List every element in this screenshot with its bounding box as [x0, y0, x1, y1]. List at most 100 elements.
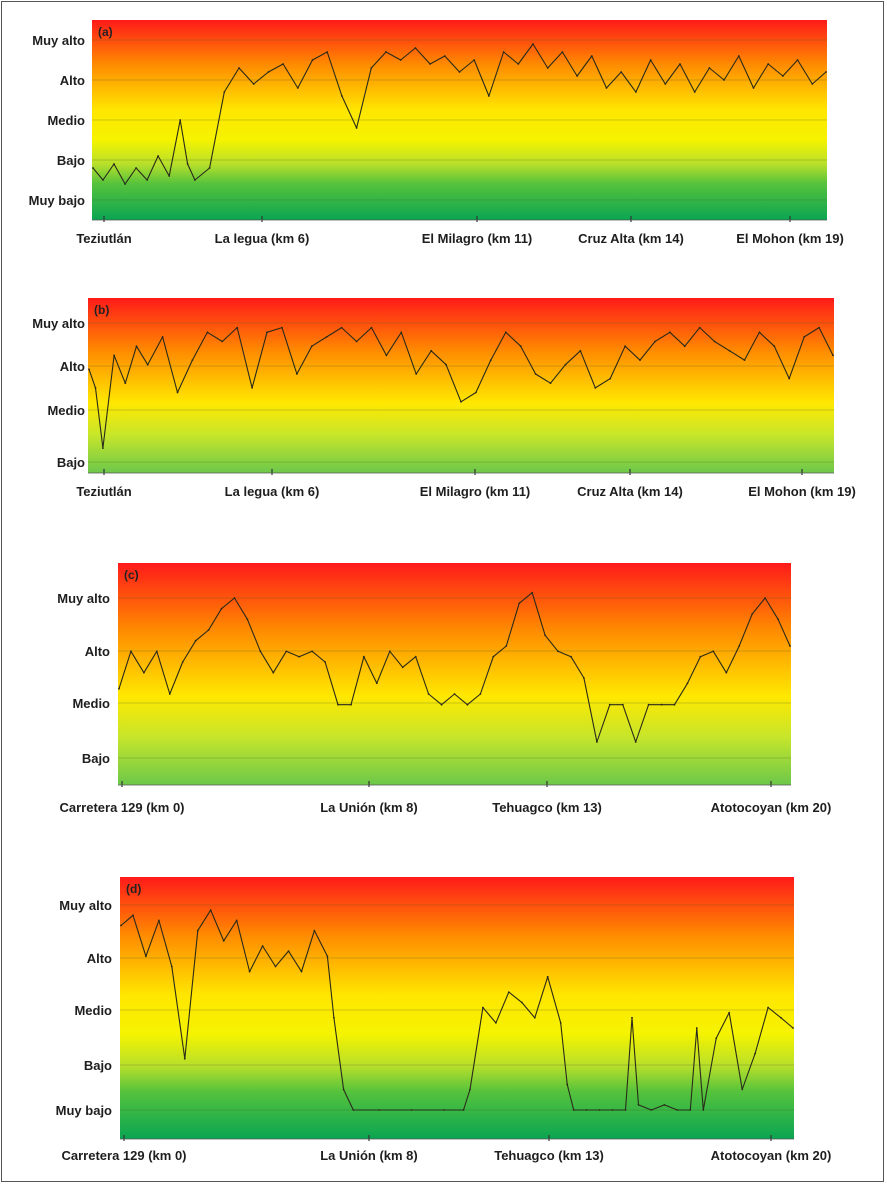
- series-point: [181, 661, 184, 663]
- series-point: [385, 354, 388, 357]
- series-point: [281, 326, 283, 329]
- series-point: [287, 950, 290, 952]
- x-tick-label-la-uni-n-km-8: La Unión (km 8): [320, 1148, 418, 1163]
- series-point: [285, 650, 288, 653]
- series-point: [118, 687, 120, 690]
- series-point: [458, 71, 461, 73]
- series-point: [767, 1006, 769, 1009]
- series-point: [259, 650, 262, 653]
- series-point: [130, 650, 132, 653]
- series-point: [453, 693, 456, 695]
- panel-label: (a): [98, 25, 113, 39]
- series-point: [186, 163, 189, 165]
- series-point: [363, 655, 365, 658]
- series-point: [702, 1109, 705, 1111]
- y-level-label-muy-alto: Muy alto: [32, 33, 85, 48]
- series-point: [102, 179, 104, 181]
- series-point: [324, 661, 326, 663]
- series-point: [135, 345, 138, 348]
- series-point: [631, 1016, 633, 1019]
- x-tick-label-teziutl-n: Teziutlán: [76, 484, 131, 499]
- series-point: [161, 336, 164, 338]
- series-point: [333, 1016, 335, 1019]
- series-point: [788, 377, 791, 380]
- series-point: [743, 359, 746, 361]
- series-point: [767, 63, 770, 65]
- series-point: [113, 354, 115, 357]
- plot-background: [120, 877, 794, 1139]
- x-tick-label-cruz-alta-km-14: Cruz Alta (km 14): [578, 231, 684, 246]
- series-point: [715, 1037, 718, 1040]
- series-point: [238, 67, 240, 69]
- y-level-label-muy-alto: Muy alto: [32, 316, 85, 331]
- series-point: [221, 340, 224, 343]
- series-point: [489, 359, 492, 361]
- series-point: [222, 940, 225, 942]
- series-point: [572, 1109, 575, 1111]
- series-point: [495, 1022, 497, 1024]
- series-point: [811, 83, 814, 85]
- series-point: [311, 650, 313, 653]
- series-point: [621, 703, 624, 706]
- series-point: [796, 59, 799, 61]
- series-point: [686, 682, 689, 685]
- series-point: [520, 1001, 523, 1004]
- series-point: [350, 703, 352, 706]
- series-point: [566, 1083, 569, 1086]
- series-point: [533, 1016, 536, 1019]
- series-point: [378, 1109, 381, 1111]
- series-point: [649, 59, 652, 61]
- series-point: [594, 387, 597, 389]
- series-point: [738, 645, 741, 647]
- series-point: [146, 363, 149, 366]
- y-level-label-alto: Alto: [85, 644, 110, 659]
- series-point: [399, 59, 402, 61]
- series-point: [532, 43, 534, 45]
- series-point: [517, 63, 520, 65]
- series-point: [92, 167, 94, 169]
- chart-panel-3: Muy alto Alto Medio Bajo (c) Carretera 129 (k…: [57, 563, 831, 815]
- series-point: [94, 387, 97, 389]
- series-point: [430, 349, 433, 352]
- series-point: [427, 693, 430, 695]
- chart-panel-1: Muy alto Alto Medio Bajo Muy bajo (a) Teziutlá…: [29, 20, 844, 246]
- series-point: [492, 655, 495, 658]
- series-point: [191, 359, 194, 361]
- series-point: [505, 645, 508, 647]
- series-point: [699, 655, 702, 658]
- y-level-label-medio: Medio: [47, 113, 85, 128]
- series-point: [414, 47, 417, 49]
- x-tick-label-atotocoyan-km-20: Atotocoyan (km 20): [711, 800, 832, 815]
- series-point: [546, 975, 549, 978]
- series-point: [635, 91, 637, 93]
- series-point: [400, 331, 403, 334]
- y-level-label-muy-bajo: Muy bajo: [29, 193, 85, 208]
- series-point: [712, 650, 715, 653]
- series-point: [664, 83, 667, 85]
- series-point: [296, 87, 299, 89]
- series-point: [620, 71, 623, 73]
- series-point: [124, 183, 126, 185]
- series-point: [758, 331, 761, 334]
- series-point: [146, 179, 149, 181]
- series-point: [388, 650, 391, 653]
- series-point: [546, 67, 549, 69]
- series-point: [777, 618, 779, 621]
- series-point: [168, 175, 171, 177]
- series-point: [832, 354, 834, 357]
- y-level-label-bajo: Bajo: [84, 1058, 112, 1073]
- series-point: [443, 55, 446, 57]
- y-level-label-alto: Alto: [60, 359, 85, 374]
- series-point: [462, 1109, 465, 1111]
- series-point: [669, 331, 671, 334]
- y-level-label-bajo: Bajo: [57, 153, 85, 168]
- series-point: [479, 693, 482, 695]
- series-point: [475, 391, 477, 394]
- series-point: [689, 1109, 692, 1111]
- series-point: [170, 965, 173, 968]
- plot-background: [118, 563, 791, 785]
- series-point: [194, 179, 196, 181]
- series-point: [818, 326, 820, 329]
- series-point: [639, 359, 641, 361]
